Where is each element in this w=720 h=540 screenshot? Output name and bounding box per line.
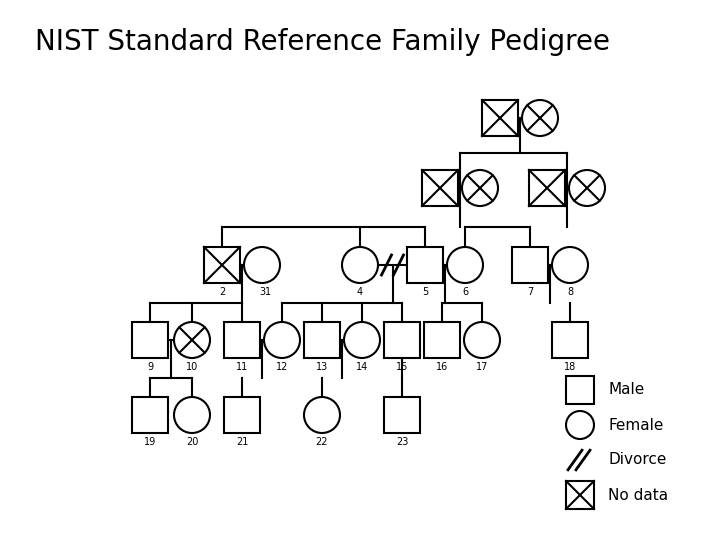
Text: 14: 14: [356, 362, 368, 372]
Bar: [482, 100, 518, 136]
Text: No data: No data: [608, 488, 668, 503]
Text: 18: 18: [564, 362, 576, 372]
Bar: [512, 247, 548, 283]
Text: 9: 9: [147, 362, 153, 372]
Text: 2: 2: [219, 287, 225, 297]
Text: 6: 6: [462, 287, 468, 297]
Circle shape: [566, 411, 594, 439]
Text: 11: 11: [236, 362, 248, 372]
Circle shape: [462, 170, 498, 206]
Text: 10: 10: [186, 362, 198, 372]
Circle shape: [344, 322, 380, 358]
Text: 23: 23: [396, 437, 408, 447]
Bar: [224, 322, 260, 358]
Text: 19: 19: [144, 437, 156, 447]
Text: Female: Female: [608, 417, 663, 433]
Bar: [566, 481, 594, 509]
Text: 20: 20: [186, 437, 198, 447]
Bar: [384, 322, 420, 358]
Text: 4: 4: [357, 287, 363, 297]
Circle shape: [552, 247, 588, 283]
Circle shape: [569, 170, 605, 206]
Text: 1: 1: [265, 287, 271, 297]
Circle shape: [304, 397, 340, 433]
Text: 15: 15: [396, 362, 408, 372]
Bar: [384, 397, 420, 433]
Bar: [132, 322, 168, 358]
Text: 3: 3: [259, 287, 265, 297]
Text: 7: 7: [527, 287, 533, 297]
Bar: [424, 322, 460, 358]
Text: NIST Standard Reference Family Pedigree: NIST Standard Reference Family Pedigree: [35, 28, 610, 56]
Text: 5: 5: [422, 287, 428, 297]
Bar: [224, 397, 260, 433]
Text: 8: 8: [567, 287, 573, 297]
Text: Divorce: Divorce: [608, 453, 667, 468]
Circle shape: [464, 322, 500, 358]
Bar: [204, 247, 240, 283]
Circle shape: [264, 322, 300, 358]
Text: Male: Male: [608, 382, 644, 397]
Text: 17: 17: [476, 362, 488, 372]
Bar: [132, 397, 168, 433]
Bar: [422, 170, 458, 206]
Text: 21: 21: [236, 437, 248, 447]
Circle shape: [447, 247, 483, 283]
Text: 12: 12: [276, 362, 288, 372]
Bar: [566, 376, 594, 404]
Circle shape: [244, 247, 280, 283]
Bar: [529, 170, 565, 206]
Circle shape: [174, 322, 210, 358]
Text: 22: 22: [316, 437, 328, 447]
Circle shape: [174, 397, 210, 433]
Text: 13: 13: [316, 362, 328, 372]
Circle shape: [342, 247, 378, 283]
Bar: [304, 322, 340, 358]
Text: 16: 16: [436, 362, 448, 372]
Circle shape: [522, 100, 558, 136]
Bar: [552, 322, 588, 358]
Bar: [407, 247, 443, 283]
